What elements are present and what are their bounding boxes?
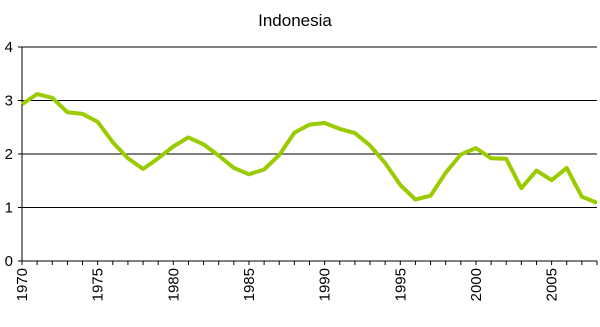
x-tick-label: 1990 bbox=[317, 268, 334, 301]
y-axis-ticks: 0 1 2 3 4 bbox=[5, 39, 22, 270]
y-tick-label: 4 bbox=[5, 39, 13, 56]
x-tick-label: 1980 bbox=[165, 268, 182, 301]
series-line bbox=[20, 92, 598, 205]
y-tick-label: 1 bbox=[5, 200, 13, 217]
x-axis-ticks: 1970 1975 1980 1985 1990 1995 2000 2005 bbox=[14, 261, 598, 301]
y-tick-label: 2 bbox=[5, 146, 13, 163]
gridlines bbox=[22, 46, 597, 208]
y-tick-label: 3 bbox=[5, 93, 13, 110]
x-tick-label: 1995 bbox=[392, 268, 409, 301]
x-tick-label: 1985 bbox=[241, 268, 258, 301]
x-tick-label: 2000 bbox=[468, 268, 485, 301]
chart-title: Indonesia bbox=[258, 11, 332, 30]
series-group bbox=[20, 92, 598, 205]
x-tick-label: 1975 bbox=[90, 268, 107, 301]
x-tick-label: 2005 bbox=[544, 268, 561, 301]
x-tick-label: 1970 bbox=[14, 268, 31, 301]
y-tick-label: 0 bbox=[5, 253, 13, 270]
